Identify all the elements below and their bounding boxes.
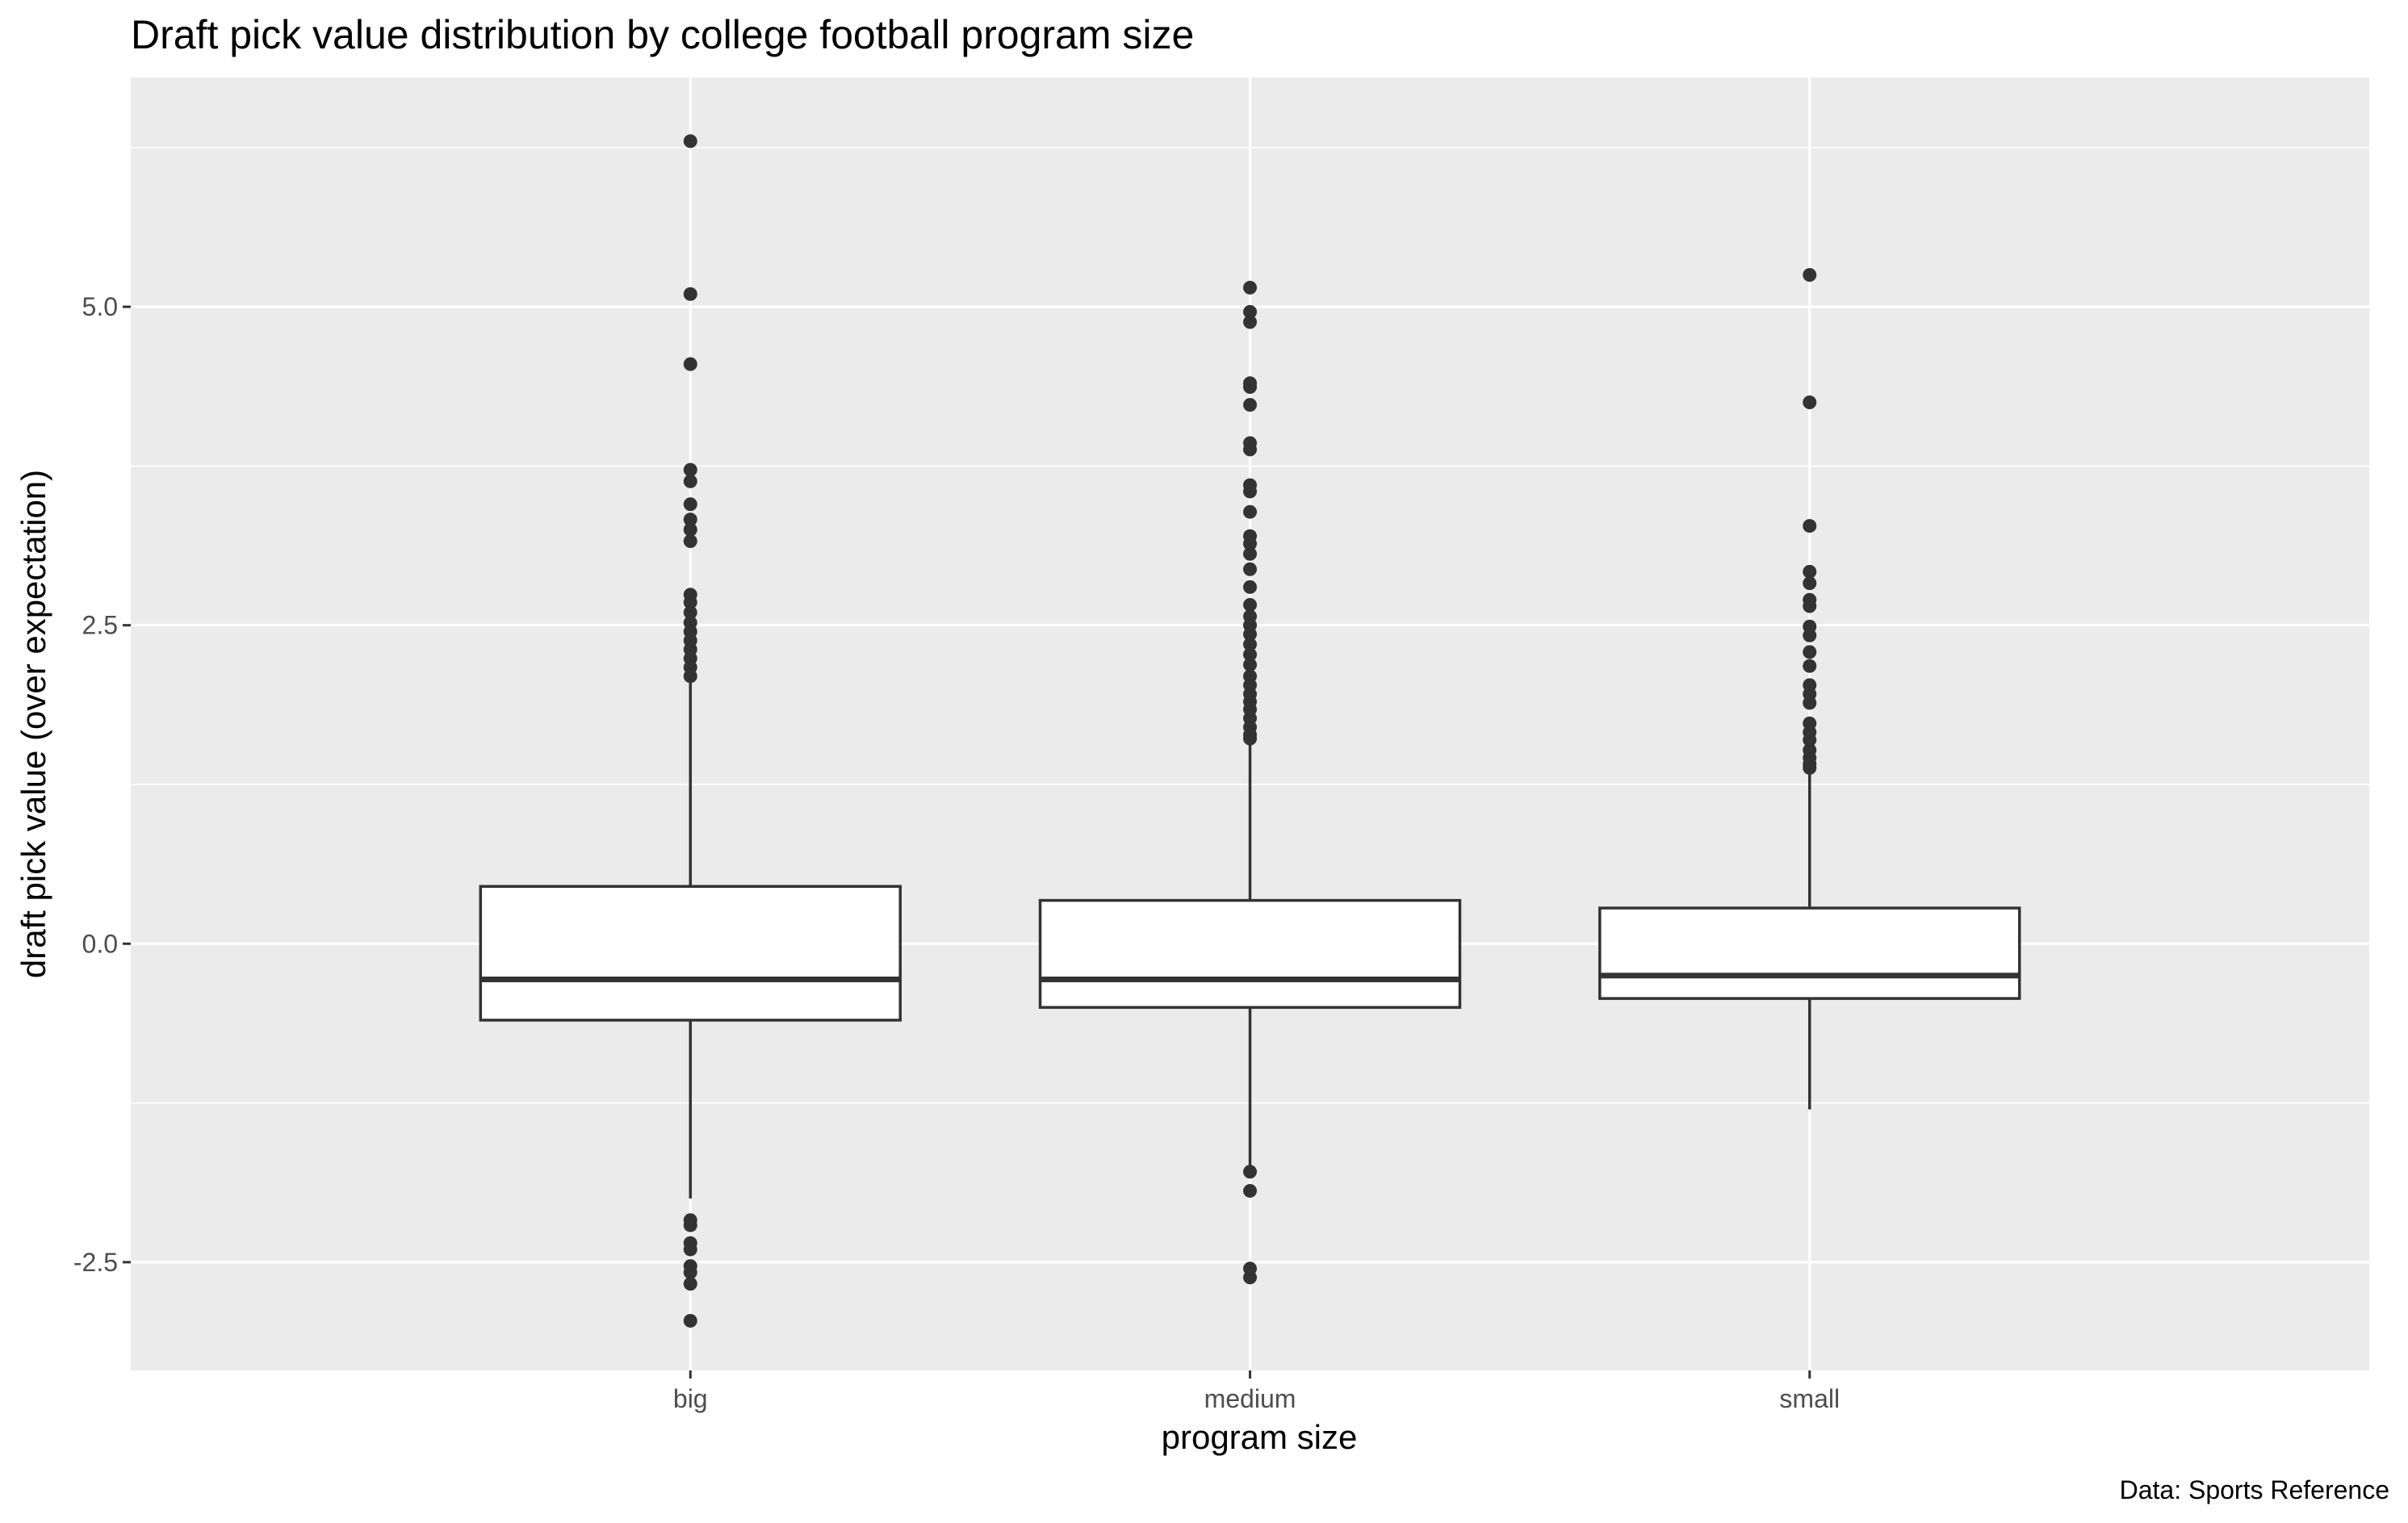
outlier-point: [683, 1313, 697, 1328]
outlier-point: [683, 1218, 697, 1232]
outlier-point: [1243, 658, 1257, 672]
outlier-point: [1243, 504, 1257, 519]
x-axis: big medium small: [673, 1370, 1840, 1413]
outlier-point: [1803, 564, 1817, 579]
outlier-point: [1803, 268, 1817, 282]
outlier-point: [1803, 645, 1817, 659]
outlier-point: [683, 1242, 697, 1257]
box-series: [479, 134, 2021, 1328]
outlier-point: [1243, 442, 1257, 457]
outlier-point: [683, 1277, 697, 1291]
outlier-point: [683, 462, 697, 477]
outlier-point: [1803, 733, 1817, 747]
outlier-point: [683, 669, 697, 684]
outlier-point: [1243, 537, 1257, 551]
x-tick-label: medium: [1204, 1384, 1296, 1413]
outlier-point: [1803, 696, 1817, 710]
x-tick-label: small: [1779, 1384, 1840, 1413]
y-tick-label: 0.0: [82, 929, 118, 958]
outlier-point: [1803, 519, 1817, 533]
outlier-point: [1243, 304, 1257, 319]
outlier-point: [683, 534, 697, 549]
outlier-point: [1243, 627, 1257, 642]
outlier-point: [1243, 637, 1257, 651]
y-tick-label: 5.0: [82, 292, 118, 321]
outlier-point: [1243, 1183, 1257, 1198]
outlier-point: [1243, 731, 1257, 746]
outlier-point: [1803, 576, 1817, 591]
outlier-point: [683, 134, 697, 149]
box-big: [479, 134, 902, 1328]
outlier-point: [1803, 599, 1817, 613]
outlier-point: [683, 513, 697, 527]
outlier-point: [683, 1265, 697, 1279]
chart-caption: Data: Sports Reference: [2120, 1475, 2389, 1504]
outlier-point: [683, 357, 697, 371]
y-axis-title: draft pick value (over expectation): [15, 470, 52, 978]
outlier-point: [1803, 395, 1817, 409]
outlier-point: [1243, 380, 1257, 395]
outlier-point: [1803, 628, 1817, 642]
outlier-point: [1243, 280, 1257, 295]
box-iqr: [1038, 898, 1462, 1009]
outlier-point: [1243, 484, 1257, 499]
x-axis-title: program size: [1162, 1418, 1358, 1456]
box-medium: [1038, 280, 1462, 1285]
x-tick-label: big: [673, 1384, 708, 1413]
outlier-point: [1243, 647, 1257, 662]
outlier-point: [1243, 1165, 1257, 1179]
outlier-point: [1243, 398, 1257, 412]
box-iqr: [1598, 906, 2021, 1000]
outlier-point: [1803, 659, 1817, 673]
outlier-point: [683, 605, 697, 620]
outlier-point: [683, 287, 697, 301]
outlier-point: [1243, 546, 1257, 561]
outlier-point: [1243, 1270, 1257, 1285]
outlier-point: [683, 497, 697, 512]
outlier-point: [1243, 579, 1257, 594]
y-tick-label: 2.5: [82, 611, 118, 640]
outlier-point: [683, 595, 697, 609]
outlier-point: [1803, 760, 1817, 775]
y-axis: -2.5 0.0 2.5 5.0: [73, 292, 131, 1277]
outlier-point: [683, 474, 697, 488]
outlier-point: [1243, 562, 1257, 576]
box-small: [1598, 268, 2021, 1110]
outlier-point: [1243, 315, 1257, 329]
chart-title: Draft pick value distribution by college…: [131, 12, 1194, 57]
outlier-point: [683, 522, 697, 537]
box-iqr: [479, 885, 902, 1022]
outlier-point: [1243, 597, 1257, 612]
y-tick-label: -2.5: [73, 1248, 118, 1277]
